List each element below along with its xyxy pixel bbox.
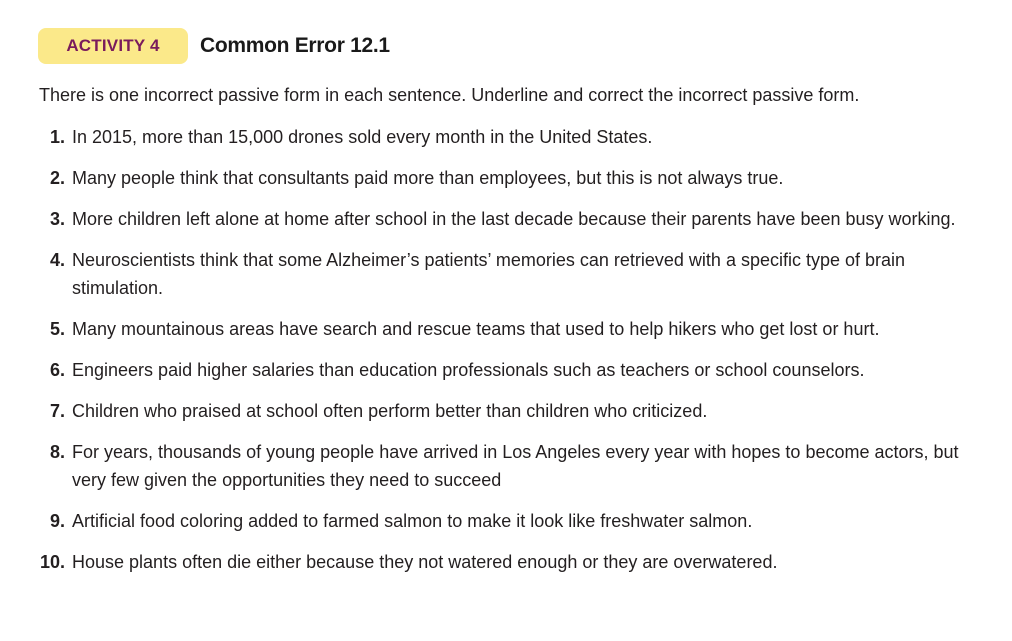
instructions-text: There is one incorrect passive form in e… xyxy=(39,85,860,105)
exercise-item-8: 8. For years, thousands of young people … xyxy=(38,438,978,494)
item-number: 2. xyxy=(49,168,65,188)
item-sentence: Engineers paid higher salaries than educ… xyxy=(72,360,865,380)
item-sentence: For years, thousands of young people hav… xyxy=(72,442,959,490)
exercise-item-3: 3. More children left alone at home afte… xyxy=(38,205,978,233)
exercise-item-4: 4. Neuroscientists think that some Alzhe… xyxy=(38,246,978,302)
exercise-item-1: 1. In 2015, more than 15,000 drones sold… xyxy=(38,123,978,151)
activity-title: Common Error 12.1 xyxy=(200,34,390,57)
item-number: 4. xyxy=(49,250,65,270)
item-sentence: Children who praised at school often per… xyxy=(72,401,708,421)
item-sentence: House plants often die either because th… xyxy=(72,552,778,572)
activity-header: ACTIVITY 4 Common Error 12.1 xyxy=(38,28,390,64)
item-number: 10. xyxy=(39,552,65,572)
exercise-item-9: 9. Artificial food coloring added to far… xyxy=(38,507,978,535)
item-sentence: Neuroscientists think that some Alzheime… xyxy=(72,250,906,298)
item-sentence: Artificial food coloring added to farmed… xyxy=(72,511,753,531)
exercise-list: 1. In 2015, more than 15,000 drones sold… xyxy=(38,123,978,589)
item-sentence: Many mountainous areas have search and r… xyxy=(72,319,880,339)
item-sentence: More children left alone at home after s… xyxy=(72,209,956,229)
item-number: 9. xyxy=(49,511,65,531)
item-number: 7. xyxy=(49,401,65,421)
item-number: 3. xyxy=(49,209,65,229)
item-number: 5. xyxy=(49,319,65,339)
exercise-item-5: 5. Many mountainous areas have search an… xyxy=(38,315,978,343)
item-number: 1. xyxy=(49,127,65,147)
item-sentence: In 2015, more than 15,000 drones sold ev… xyxy=(72,127,653,147)
exercise-item-7: 7. Children who praised at school often … xyxy=(38,397,978,425)
item-sentence: Many people think that consultants paid … xyxy=(72,168,784,188)
exercise-item-6: 6. Engineers paid higher salaries than e… xyxy=(38,356,978,384)
activity-badge: ACTIVITY 4 xyxy=(38,28,188,64)
item-number: 6. xyxy=(49,360,65,380)
exercise-item-10: 10. House plants often die either becaus… xyxy=(38,548,978,576)
exercise-item-2: 2. Many people think that consultants pa… xyxy=(38,164,978,192)
item-number: 8. xyxy=(49,442,65,462)
